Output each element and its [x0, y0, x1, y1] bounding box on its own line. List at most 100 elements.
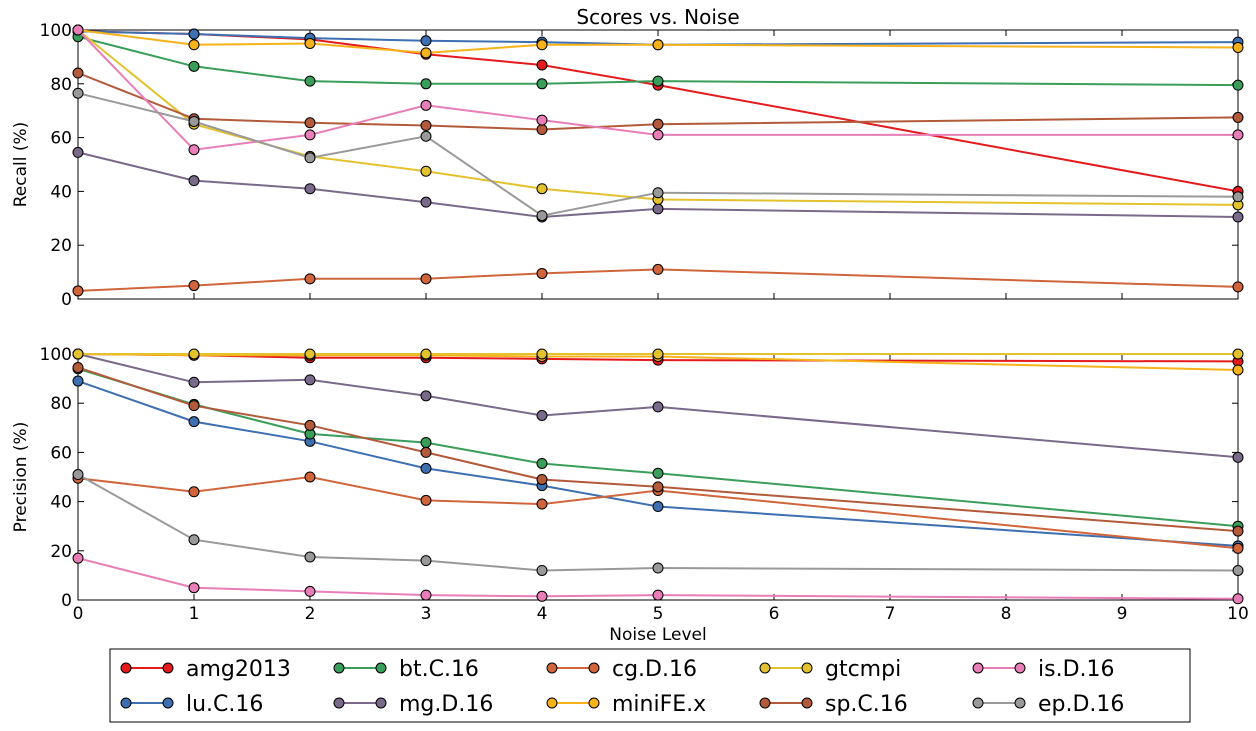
series-cg.D.16 — [72, 263, 1244, 297]
data-point — [536, 183, 548, 195]
data-point — [420, 99, 432, 111]
legend-item: gtcmpi — [759, 657, 901, 682]
data-point — [420, 119, 432, 131]
series-amg2013 — [72, 25, 1244, 197]
legend-marker — [120, 697, 132, 709]
legend-marker — [1014, 662, 1026, 674]
data-point — [304, 152, 316, 164]
data-point — [1232, 211, 1244, 223]
data-point — [188, 39, 200, 51]
series-gtcmpi — [72, 348, 1244, 360]
legend-marker — [801, 662, 813, 674]
data-point — [652, 562, 664, 574]
data-point — [536, 473, 548, 485]
y-tick-label: 100 — [40, 345, 72, 365]
data-point — [72, 67, 84, 79]
legend-marker — [546, 662, 558, 674]
data-point — [536, 114, 548, 126]
data-point — [420, 390, 432, 402]
data-point — [1232, 129, 1244, 141]
legend-marker — [759, 662, 771, 674]
data-point — [304, 37, 316, 49]
data-point — [188, 348, 200, 360]
data-point — [304, 585, 316, 597]
data-point — [72, 375, 84, 387]
x-tick-label: 1 — [189, 604, 200, 624]
data-point — [72, 24, 84, 36]
legend-item: is.D.16 — [972, 657, 1115, 682]
data-point — [652, 203, 664, 215]
data-point — [1232, 525, 1244, 537]
series-line — [77, 30, 1239, 193]
data-point — [72, 348, 84, 360]
data-point — [420, 196, 432, 208]
legend-label: cg.D.16 — [612, 657, 697, 682]
data-point — [420, 78, 432, 90]
data-point — [1232, 564, 1244, 576]
x-tick-label: 4 — [537, 604, 548, 624]
y-tick-label: 60 — [50, 129, 72, 149]
data-point — [1232, 542, 1244, 554]
data-point — [536, 210, 548, 222]
legend-marker — [162, 697, 174, 709]
data-point — [420, 273, 432, 285]
series-ep.D.16 — [72, 469, 1244, 576]
data-point — [304, 183, 316, 195]
data-point — [72, 362, 84, 374]
data-point — [420, 35, 432, 47]
data-point — [652, 501, 664, 513]
data-point — [304, 471, 316, 483]
data-point — [652, 129, 664, 141]
series-mg.D.16 — [72, 348, 1244, 463]
series-lu.C.16 — [72, 375, 1244, 552]
y-axis-label: Recall (%) — [11, 122, 31, 208]
data-point — [304, 551, 316, 563]
data-point — [72, 87, 84, 99]
data-point — [420, 462, 432, 474]
legend-marker — [546, 697, 558, 709]
data-point — [188, 175, 200, 187]
x-tick-label: 3 — [421, 604, 432, 624]
data-point — [188, 534, 200, 546]
chart-title: Scores vs. Noise — [576, 5, 739, 29]
legend-item: cg.D.16 — [546, 657, 697, 682]
x-axis-label: Noise Level — [609, 625, 706, 645]
legend-item: sp.C.16 — [759, 692, 908, 717]
legend-marker — [801, 697, 813, 709]
plot-frame — [77, 29, 1239, 300]
data-point — [420, 555, 432, 567]
data-point — [536, 348, 548, 360]
x-tick-label: 5 — [653, 604, 664, 624]
legend: amg2013 bt.C.16 cg.D.16 gtcmpi is.D.16 lu.C.1… — [109, 648, 1191, 723]
legend-label: is.D.16 — [1038, 657, 1115, 682]
data-point — [1232, 79, 1244, 91]
legend-marker — [1014, 697, 1026, 709]
data-point — [652, 401, 664, 413]
data-point — [188, 280, 200, 292]
data-point — [652, 187, 664, 199]
series-ep.D.16 — [72, 87, 1244, 222]
y-axis-label: Precision (%) — [11, 422, 31, 533]
y-tick-label: 20 — [50, 542, 72, 562]
legend-item: lu.C.16 — [120, 692, 263, 717]
data-point — [420, 165, 432, 177]
data-point — [652, 348, 664, 360]
data-point — [536, 457, 548, 469]
legend-marker — [588, 662, 600, 674]
legend-marker — [333, 662, 345, 674]
data-point — [188, 60, 200, 72]
data-point — [652, 589, 664, 601]
data-point — [188, 486, 200, 498]
series-sp.C.16 — [72, 362, 1244, 537]
data-point — [1232, 593, 1244, 605]
legend-marker — [972, 662, 984, 674]
series-gtcmpi — [72, 24, 1244, 211]
data-point — [1232, 41, 1244, 53]
data-point — [72, 146, 84, 158]
data-point — [1232, 364, 1244, 376]
data-point — [1232, 281, 1244, 293]
data-point — [652, 467, 664, 479]
data-point — [188, 400, 200, 412]
data-point — [536, 39, 548, 51]
